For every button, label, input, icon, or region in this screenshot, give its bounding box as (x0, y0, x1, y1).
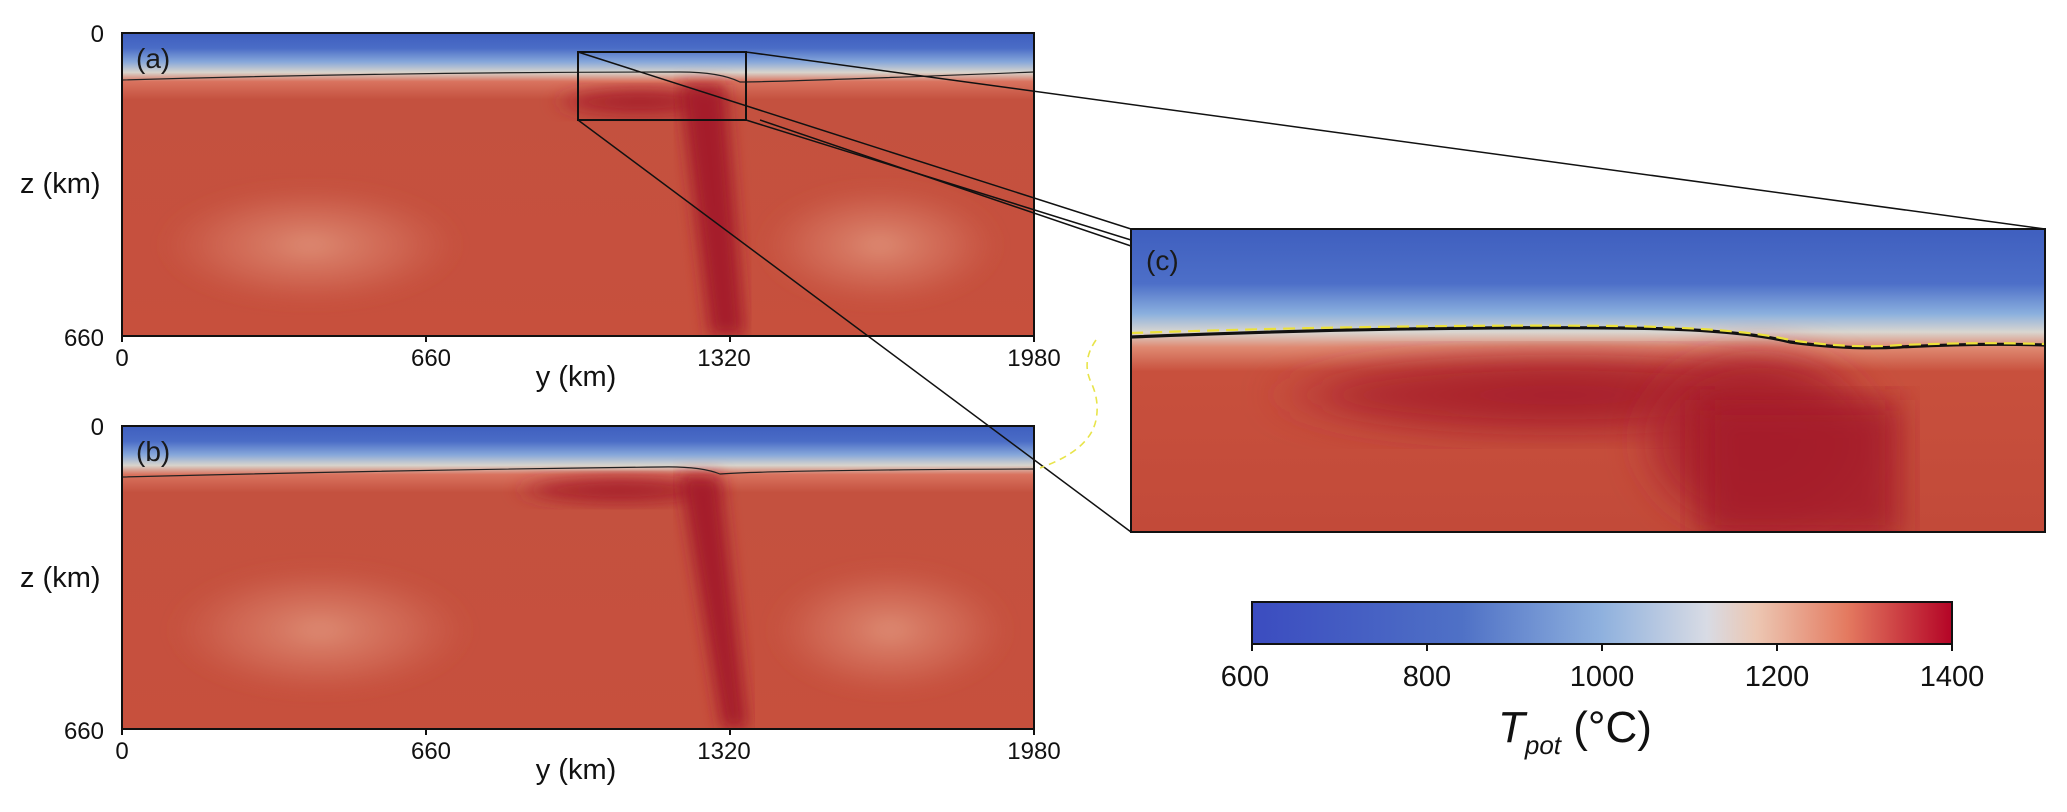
panel-a-ylabel: z (km) (20, 168, 101, 200)
colorbar-label-T: T (1498, 703, 1528, 752)
zoom-connectors (577, 51, 2046, 533)
panel-b-frame (121, 425, 1035, 730)
colorbar: 600 800 1000 1200 1400 Tpot (°C) (1221, 601, 1985, 760)
panel-c: (c) (1130, 228, 2046, 533)
panel-a-xtick-0: 0 (115, 345, 128, 372)
panel-a-ytick-0: 0 (91, 21, 104, 48)
panel-b-ytick-0: 0 (91, 414, 104, 441)
panel-a-xlabel: y (km) (536, 361, 617, 393)
panel-a-label: (a) (136, 43, 170, 74)
panel-c-heatmap (1131, 229, 2045, 532)
colorbar-gradient (1251, 601, 1953, 645)
panel-b-heatmap (122, 426, 1034, 729)
panel-b-ytick-660: 660 (64, 718, 104, 745)
panel-a-xtick-1320: 1320 (697, 345, 750, 372)
colorbar-tick-600: 600 (1221, 661, 1269, 693)
colorbar-label: Tpot (°C) (1498, 703, 1652, 760)
panel-c-frame (1130, 228, 2046, 533)
panel-a-xtick-1980: 1980 (1007, 345, 1060, 372)
colorbar-tick-1400: 1400 (1920, 661, 1985, 693)
panel-a-xtick-660: 660 (411, 345, 451, 372)
panel-b-label: (b) (136, 436, 170, 467)
panel-a-frame (121, 32, 1035, 337)
panel-b-xtick-660: 660 (411, 738, 451, 765)
panel-b-xtick-1980: 1980 (1007, 738, 1060, 765)
panel-b: (b) 0 660 z (km) 0 660 1320 1980 y (km) (20, 414, 1061, 786)
panel-b-xlabel: y (km) (536, 754, 617, 786)
colorbar-label-sub: pot (1524, 730, 1563, 760)
panel-a-ytick-660: 660 (64, 325, 104, 352)
panel-a: (a) 0 660 z (km) 0 660 1320 1980 y (km) (20, 21, 1061, 393)
zoom-box (577, 51, 747, 121)
colorbar-tick-800: 800 (1403, 661, 1451, 693)
colorbar-tick-1200: 1200 (1745, 661, 1810, 693)
panel-b-xtick-0: 0 (115, 738, 128, 765)
yellow-dashed-curve (1039, 339, 1098, 469)
panel-b-xtick-1320: 1320 (697, 738, 750, 765)
panel-c-label: (c) (1146, 245, 1179, 276)
colorbar-label-unit: (°C) (1561, 703, 1652, 752)
colorbar-tick-1000: 1000 (1570, 661, 1635, 693)
panel-b-ylabel: z (km) (20, 562, 101, 594)
